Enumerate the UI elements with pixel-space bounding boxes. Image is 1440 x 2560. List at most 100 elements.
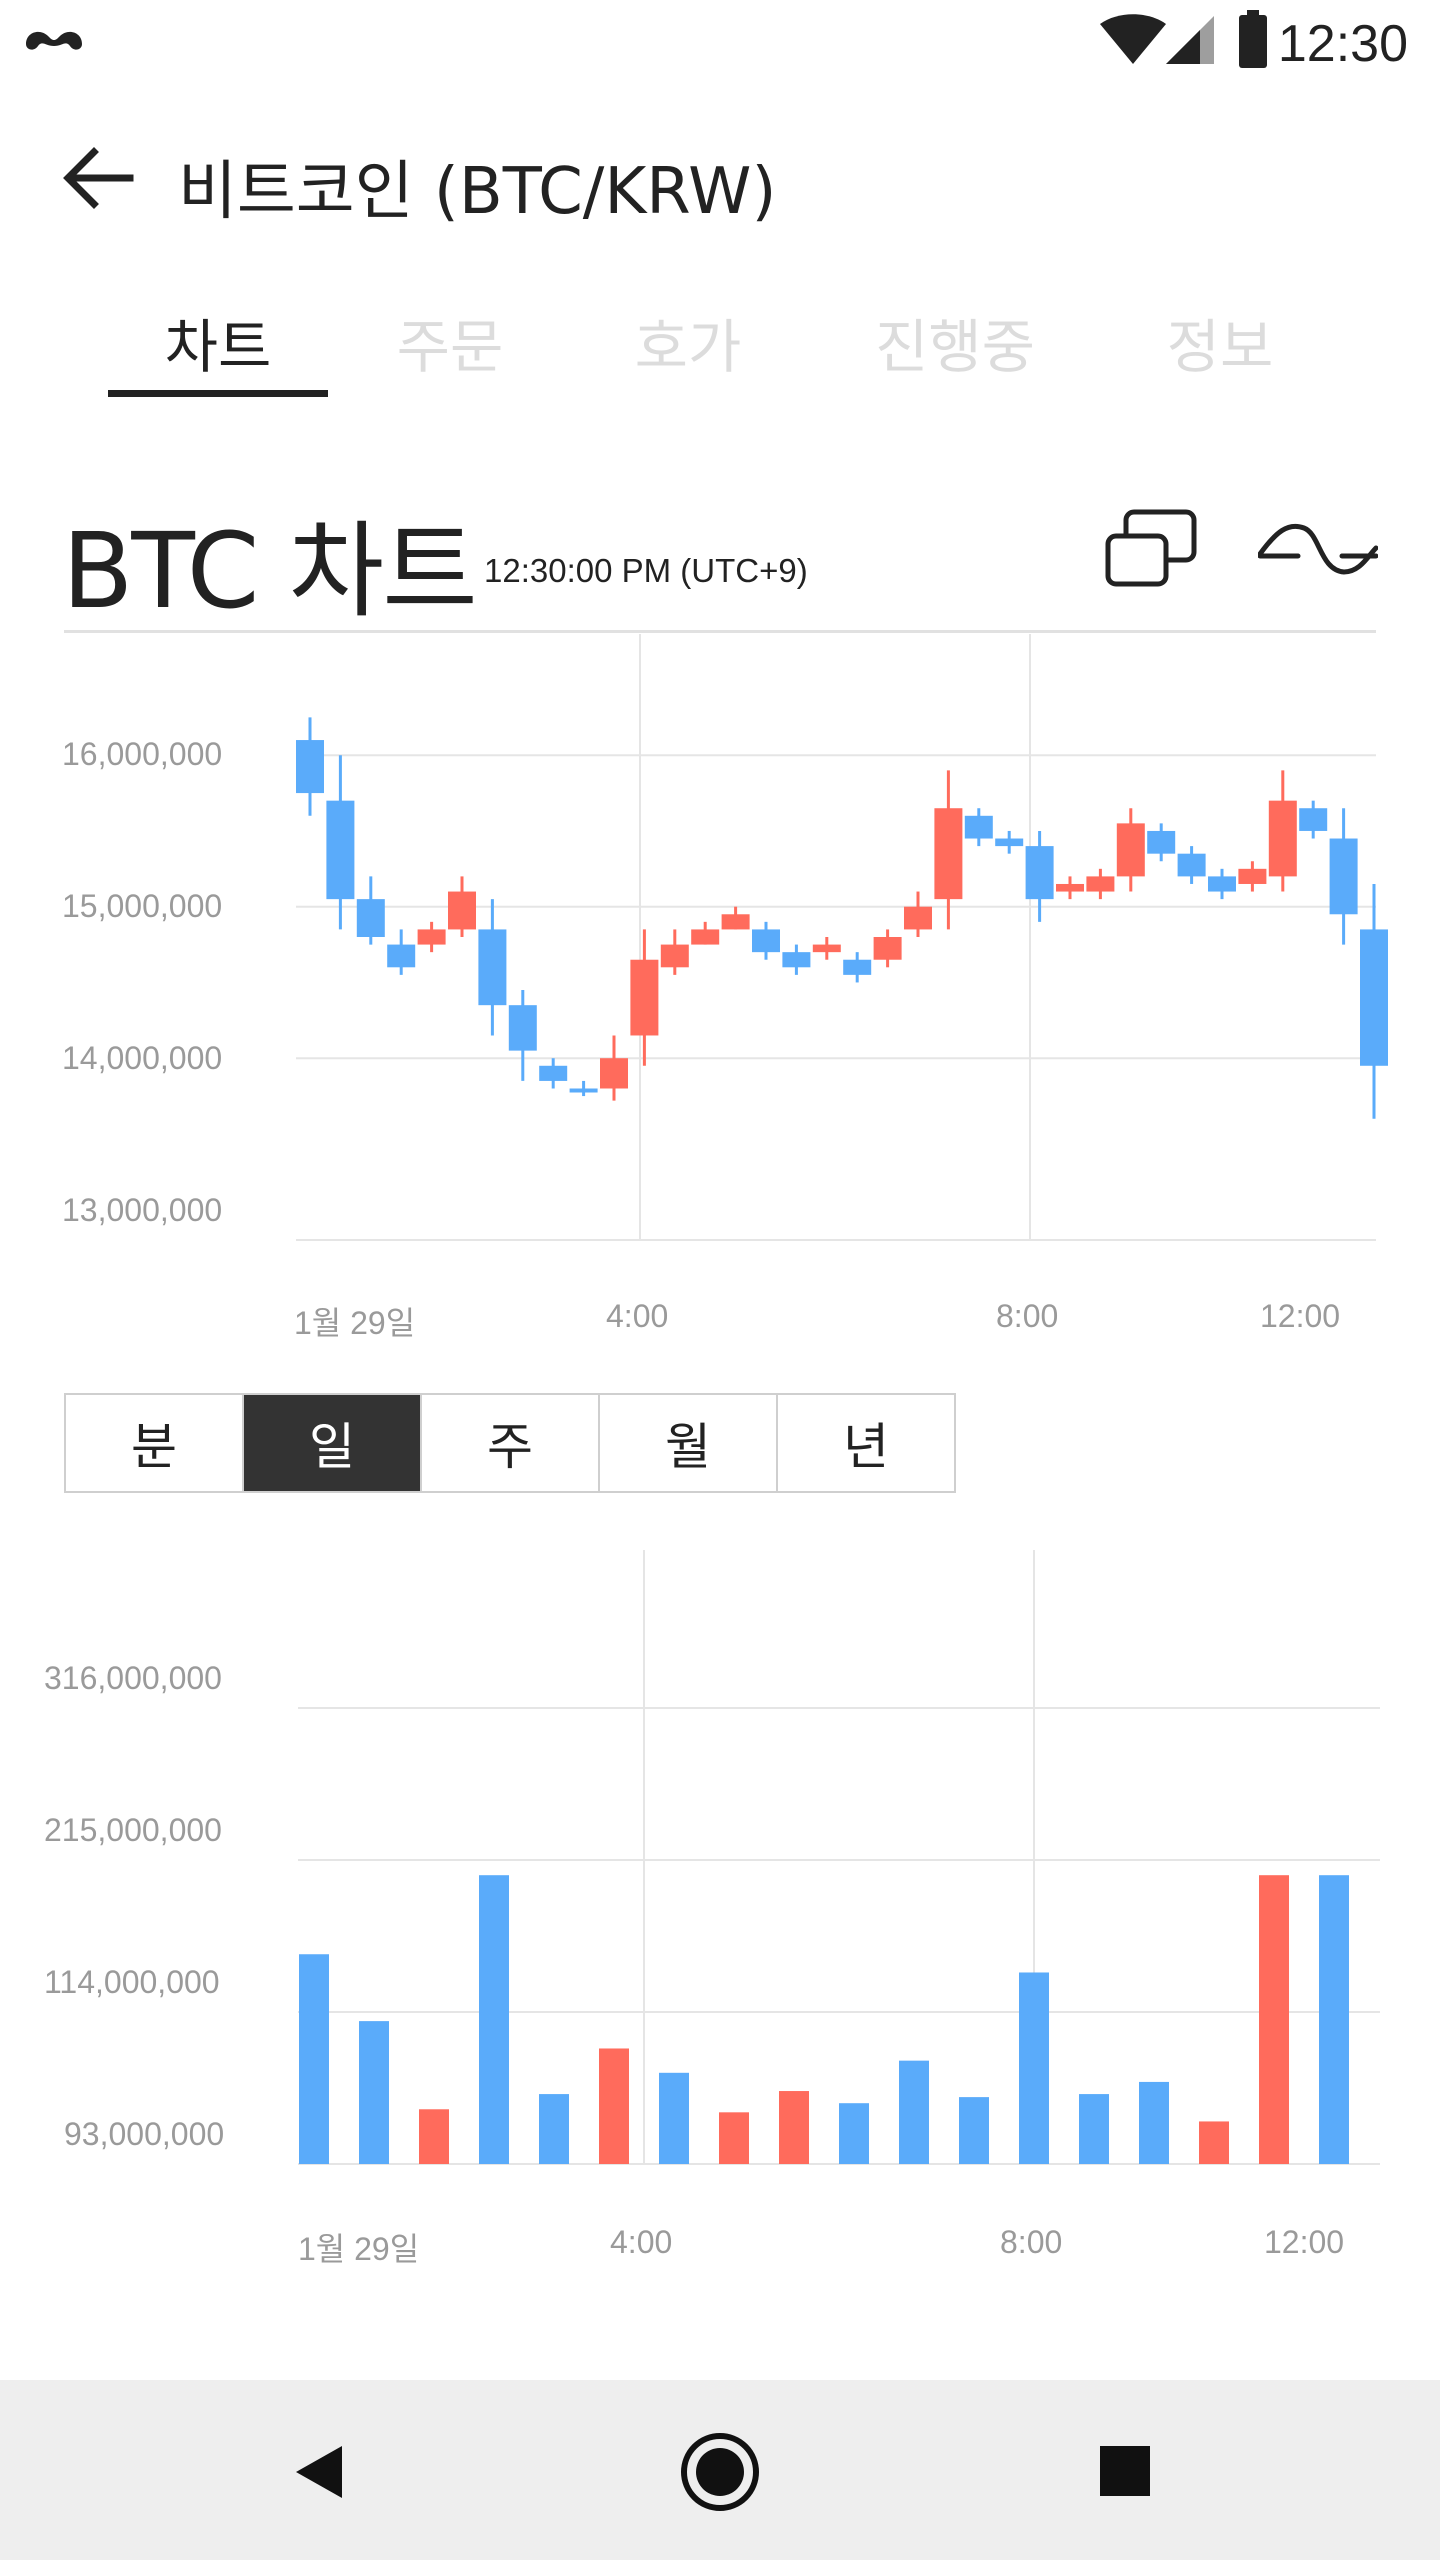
volume-bar (599, 2048, 629, 2164)
wave-icon[interactable] (1258, 512, 1378, 582)
tab-active-indicator (108, 390, 328, 397)
volume-bar (1079, 2094, 1109, 2164)
tab-order[interactable]: 주문 (396, 313, 504, 381)
candle-body (1177, 853, 1206, 877)
candle-body (995, 838, 1024, 847)
candle-body (296, 740, 324, 794)
status-bar: 12:30 (0, 0, 1440, 84)
back-arrow-icon[interactable] (62, 146, 134, 210)
candle-body (326, 800, 355, 900)
time-axis-tick: 8:00 (1000, 2224, 1063, 2260)
volume-axis-tick: 93,000,000 (64, 2116, 225, 2152)
period-year-button[interactable]: 년 (843, 1418, 889, 1476)
volume-bar (1259, 1875, 1289, 2164)
period-month-button[interactable]: 월 (600, 1395, 778, 1491)
candle-body (448, 891, 476, 930)
candle-body (904, 906, 932, 930)
signal-icon (1166, 16, 1214, 64)
tab-chart[interactable]: 차트 (164, 313, 272, 381)
volume-plot (298, 1550, 1380, 2165)
volume-bar (1199, 2121, 1229, 2164)
volume-bar (719, 2112, 749, 2164)
volume-bar (959, 2097, 989, 2164)
candle-body (752, 929, 780, 953)
back-triangle-icon[interactable] (292, 2444, 344, 2500)
price-axis-tick: 13,000,000 (62, 1192, 223, 1228)
tab-info[interactable]: 정보 (1166, 313, 1274, 381)
windows-icon[interactable] (1104, 508, 1198, 590)
page-title: 비트코인 (BTC/KRW) (178, 155, 777, 229)
period-minute-button[interactable]: 분 (66, 1395, 244, 1491)
candle-body (1147, 830, 1176, 854)
period-selector: 분 일 주 월 년 (64, 1393, 956, 1493)
volume-bar (539, 2094, 569, 2164)
time-axis-tick: 12:00 (1260, 1298, 1341, 1334)
candle-body (1268, 800, 1297, 877)
volume-bar (419, 2109, 449, 2164)
candle-body (1025, 846, 1054, 900)
volume-chart[interactable]: 316,000,000 215,000,000 114,000,000 93,0… (0, 1550, 1440, 2270)
time-axis-tick: 4:00 (606, 1298, 669, 1334)
candle-body (691, 929, 720, 945)
candle-body (1056, 883, 1084, 892)
candle-body (508, 1005, 537, 1051)
candle-body (1116, 823, 1145, 877)
chart-divider (64, 630, 1376, 633)
period-day-button[interactable]: 일 (244, 1395, 422, 1491)
time-axis-tick: 8:00 (996, 1298, 1059, 1334)
volume-bar (359, 2021, 389, 2164)
mustache-icon (26, 31, 82, 50)
candle-body (478, 929, 507, 1006)
candle-body (660, 944, 689, 968)
candle-body (1238, 868, 1267, 884)
volume-bar (1019, 1972, 1049, 2164)
navigation-bar (0, 2380, 1440, 2560)
volume-bar (839, 2103, 869, 2164)
chart-title: BTC 차트 (62, 510, 478, 632)
volume-bar (1139, 2081, 1169, 2164)
volume-bar (299, 1954, 329, 2164)
volume-bar (479, 1875, 509, 2164)
candle-body (600, 1058, 628, 1089)
volume-axis-tick: 114,000,000 (44, 1964, 220, 2000)
candle-body (356, 899, 385, 937)
tab-in-progress[interactable]: 진행중 (874, 313, 1036, 381)
price-chart[interactable]: 16,000,000 15,000,000 14,000,000 13,000,… (0, 634, 1440, 1354)
chart-timestamp: 12:30:00 PM (UTC+9) (484, 552, 808, 589)
candle-body (630, 959, 659, 1036)
home-icon[interactable] (678, 2430, 762, 2514)
candle-body (387, 944, 416, 968)
candle-body (1329, 838, 1358, 915)
battery-icon (1239, 10, 1267, 68)
candlestick-plot (296, 634, 1388, 1241)
wifi-icon (1100, 14, 1166, 64)
time-axis-tick: 1월 29일 (298, 2231, 420, 2267)
candle-body (782, 952, 811, 968)
status-time: 12:30 (1277, 15, 1408, 73)
volume-bar (1319, 1875, 1349, 2164)
volume-axis-tick: 215,000,000 (44, 1812, 222, 1848)
candle-body (539, 1065, 568, 1081)
candle-body (569, 1088, 598, 1093)
time-axis-tick: 1월 29일 (294, 1305, 416, 1341)
time-axis-tick: 12:00 (1264, 2224, 1345, 2260)
price-axis-tick: 14,000,000 (62, 1040, 223, 1076)
recents-square-icon[interactable] (1098, 2444, 1152, 2498)
period-week-button[interactable]: 주 (422, 1395, 600, 1491)
tab-orderbook[interactable]: 호가 (634, 313, 742, 381)
volume-bar (659, 2072, 689, 2164)
volume-bar (899, 2060, 929, 2164)
price-axis-tick: 15,000,000 (62, 888, 223, 924)
candle-body (721, 914, 750, 930)
candle-body (1299, 808, 1328, 831)
candle-body (964, 815, 993, 839)
candle-body (1208, 876, 1236, 892)
time-axis-tick: 4:00 (610, 2224, 673, 2260)
volume-axis-tick: 316,000,000 (44, 1660, 222, 1696)
candle-body (1360, 929, 1388, 1066)
price-axis-tick: 16,000,000 (62, 736, 223, 772)
volume-bar (779, 2091, 809, 2164)
candle-body (843, 959, 872, 975)
candle-body (1086, 876, 1115, 892)
candle-body (812, 944, 841, 953)
